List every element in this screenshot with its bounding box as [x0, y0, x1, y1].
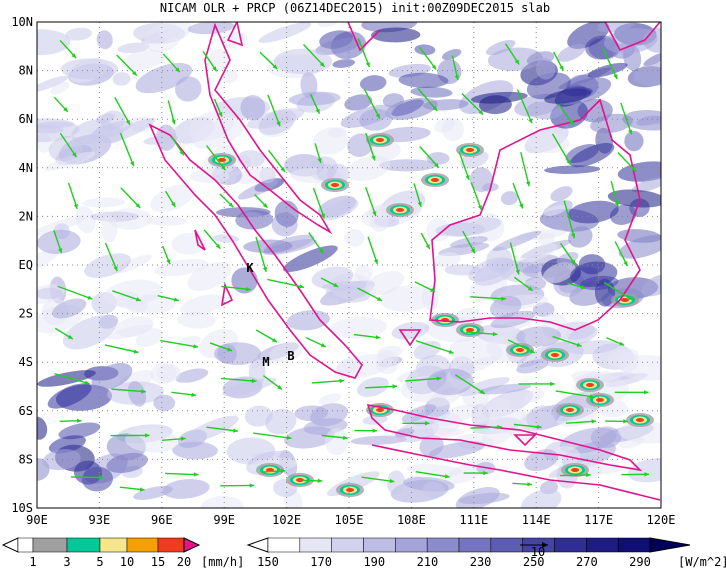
colorbar-label: 270 [576, 555, 598, 569]
colorbar-swatch [364, 538, 396, 552]
lon-label: 90E [26, 513, 48, 527]
colorbar-end [3, 538, 18, 552]
colorbar-label: 290 [629, 555, 651, 569]
colorbar-swatch [427, 538, 459, 552]
rain-cell [431, 178, 439, 182]
colorbar-label: 3 [63, 555, 70, 569]
colorbar-label: 230 [470, 555, 492, 569]
lon-label: 120E [647, 513, 676, 527]
cloud [355, 265, 373, 281]
colorbar-swatch [618, 538, 650, 552]
rain-cell [596, 398, 604, 402]
colorbar-label: 20 [177, 555, 191, 569]
lon-label: 93E [89, 513, 111, 527]
colorbar-end [650, 538, 690, 552]
colorbar-swatch [100, 538, 127, 552]
colorbar-label: 10 [120, 555, 134, 569]
lon-label: 105E [335, 513, 364, 527]
colorbar-swatch [33, 538, 67, 552]
colorbar-swatch [67, 538, 100, 552]
colorbar-label: 15 [151, 555, 165, 569]
lat-label: 6S [19, 404, 33, 418]
rain-cell [376, 138, 384, 142]
colorbar-swatch [158, 538, 184, 552]
lon-label: 102E [272, 513, 301, 527]
colorbar-swatch [268, 538, 300, 552]
rain-cell [466, 148, 474, 152]
lat-label: 8N [19, 64, 33, 78]
rain-cell [586, 383, 594, 387]
colorbar-unit: [W/m^2] [678, 555, 726, 569]
rain-cell [636, 418, 644, 422]
lat-label: 6N [19, 112, 33, 126]
rain-cell [566, 408, 574, 412]
rain-cell [466, 328, 474, 332]
colorbar-end [248, 538, 268, 552]
lat-label: 8S [19, 452, 33, 466]
rain-cell [516, 348, 524, 352]
place-label: M [262, 355, 269, 369]
colorbar-swatch [127, 538, 158, 552]
colorbar-label: 210 [417, 555, 439, 569]
colorbar-swatch [18, 538, 33, 552]
colorbar-unit: [mm/h] [201, 555, 244, 569]
vector-scale-label: 10 [531, 545, 545, 559]
lat-label: 4N [19, 161, 33, 175]
lat-label: 4S [19, 355, 33, 369]
rain-cell [396, 208, 404, 212]
lon-label: 99E [213, 513, 235, 527]
lon-label: 117E [584, 513, 613, 527]
colorbar-swatch [459, 538, 491, 552]
colorbar-swatch [332, 538, 364, 552]
colorbar-label: 150 [257, 555, 279, 569]
wind-arrow [560, 475, 591, 476]
colorbar-swatch [555, 538, 587, 552]
lat-label: 2N [19, 209, 33, 223]
colorbar-end [184, 538, 199, 552]
colorbar-label: 190 [363, 555, 385, 569]
lon-label: 108E [397, 513, 426, 527]
colorbar-swatch [586, 538, 618, 552]
rain-cell [331, 183, 339, 187]
colorbar-label: 1 [29, 555, 36, 569]
place-label: B [287, 349, 294, 363]
colorbar-swatch [300, 538, 332, 552]
colorbar-swatch [491, 538, 523, 552]
cloud [153, 395, 175, 412]
lon-label: 96E [151, 513, 173, 527]
rain-cell [376, 408, 384, 412]
colorbar-label: 5 [96, 555, 103, 569]
lat-label: EQ [19, 258, 33, 272]
rain-cell [346, 488, 354, 492]
colorbar-label: 170 [310, 555, 332, 569]
lon-label: 114E [522, 513, 551, 527]
place-label: K [246, 261, 254, 275]
rain-cell [551, 353, 559, 357]
rain-cell [571, 468, 579, 472]
lat-label: 2S [19, 307, 33, 321]
map-title: NICAM OLR + PRCP (06Z14DEC2015) init:00Z… [160, 1, 550, 15]
lat-label: 10N [11, 15, 33, 29]
lon-label: 111E [459, 513, 488, 527]
colorbar-swatch [395, 538, 427, 552]
wind-arrow [71, 477, 104, 478]
